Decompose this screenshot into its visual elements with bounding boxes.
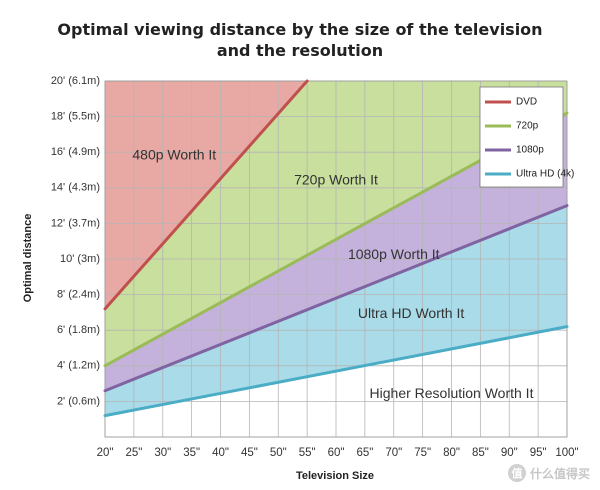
watermark: 值 什么值得买 (507, 464, 590, 482)
x-axis-label: Television Size (295, 470, 375, 482)
x-tick-label: 75" (414, 447, 431, 459)
chart-title-line2: and the resolution (216, 41, 384, 60)
x-tick-label: 70" (385, 447, 402, 459)
chart-title: Optimal viewing distance by the size of … (57, 20, 543, 39)
region-label: Ultra HD Worth It (358, 305, 464, 321)
y-tick-label: 14' (4.3m) (51, 182, 100, 194)
x-tick-label: 90" (501, 447, 518, 459)
x-tick-label: 25" (125, 447, 142, 459)
legend: DVD 720p 1080p Ultra HD (4k) (479, 86, 574, 188)
x-tick-label: 60" (328, 447, 345, 459)
y-tick-label: 12' (3.7m) (51, 217, 100, 229)
x-tick-label: 30" (154, 447, 171, 459)
region-label: 720p Worth It (294, 171, 378, 187)
legend-box (479, 86, 564, 188)
x-tick-label: 50" (270, 447, 287, 459)
x-tick-label: 55" (299, 447, 316, 459)
y-tick-label: 2' (0.6m) (57, 395, 100, 407)
plot-border (104, 80, 568, 438)
legend-label: DVD (516, 97, 537, 108)
legend-label: Ultra HD (4k) (516, 169, 574, 180)
x-tick-label: 65" (356, 447, 373, 459)
x-tick-label: 20" (97, 447, 114, 459)
series-line-dvd (103, 79, 309, 311)
series-line-1080p (103, 204, 569, 393)
y-tick-label: 6' (1.8m) (57, 324, 100, 336)
y-tick-label: 10' (3m) (60, 253, 100, 265)
y-tick-label: 8' (2.4m) (57, 289, 100, 301)
x-tick-label: 100" (555, 447, 578, 459)
legend-label: 1080p (516, 145, 544, 156)
watermark-text: 什么值得买 (529, 466, 590, 481)
y-tick-label: 16' (4.9m) (51, 146, 100, 158)
x-tick-label: 95" (530, 447, 547, 459)
legend-label: 720p (516, 121, 539, 132)
x-tick-label: 45" (241, 447, 258, 459)
series-line-ultra-hd-4k- (103, 325, 569, 418)
x-tick-label: 40" (212, 447, 229, 459)
x-tick-label: 80" (443, 447, 460, 459)
x-tick-label: 85" (472, 447, 489, 459)
y-tick-label: 20' (6.1m) (51, 75, 100, 87)
y-tick-label: 4' (1.2m) (57, 360, 100, 372)
y-tick-label: 18' (5.5m) (51, 111, 100, 123)
watermark-logo-icon: 值 (507, 464, 526, 482)
region-label: 480p Worth It (132, 146, 216, 162)
x-tick-label: 35" (183, 447, 200, 459)
region-label: Higher Resolution Worth It (370, 385, 534, 401)
region-label: 1080p Worth It (348, 246, 440, 262)
